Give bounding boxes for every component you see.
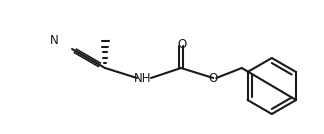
Text: N: N [50,34,59,47]
Text: O: O [209,72,218,85]
Text: NH: NH [134,72,152,85]
Text: O: O [177,38,187,51]
